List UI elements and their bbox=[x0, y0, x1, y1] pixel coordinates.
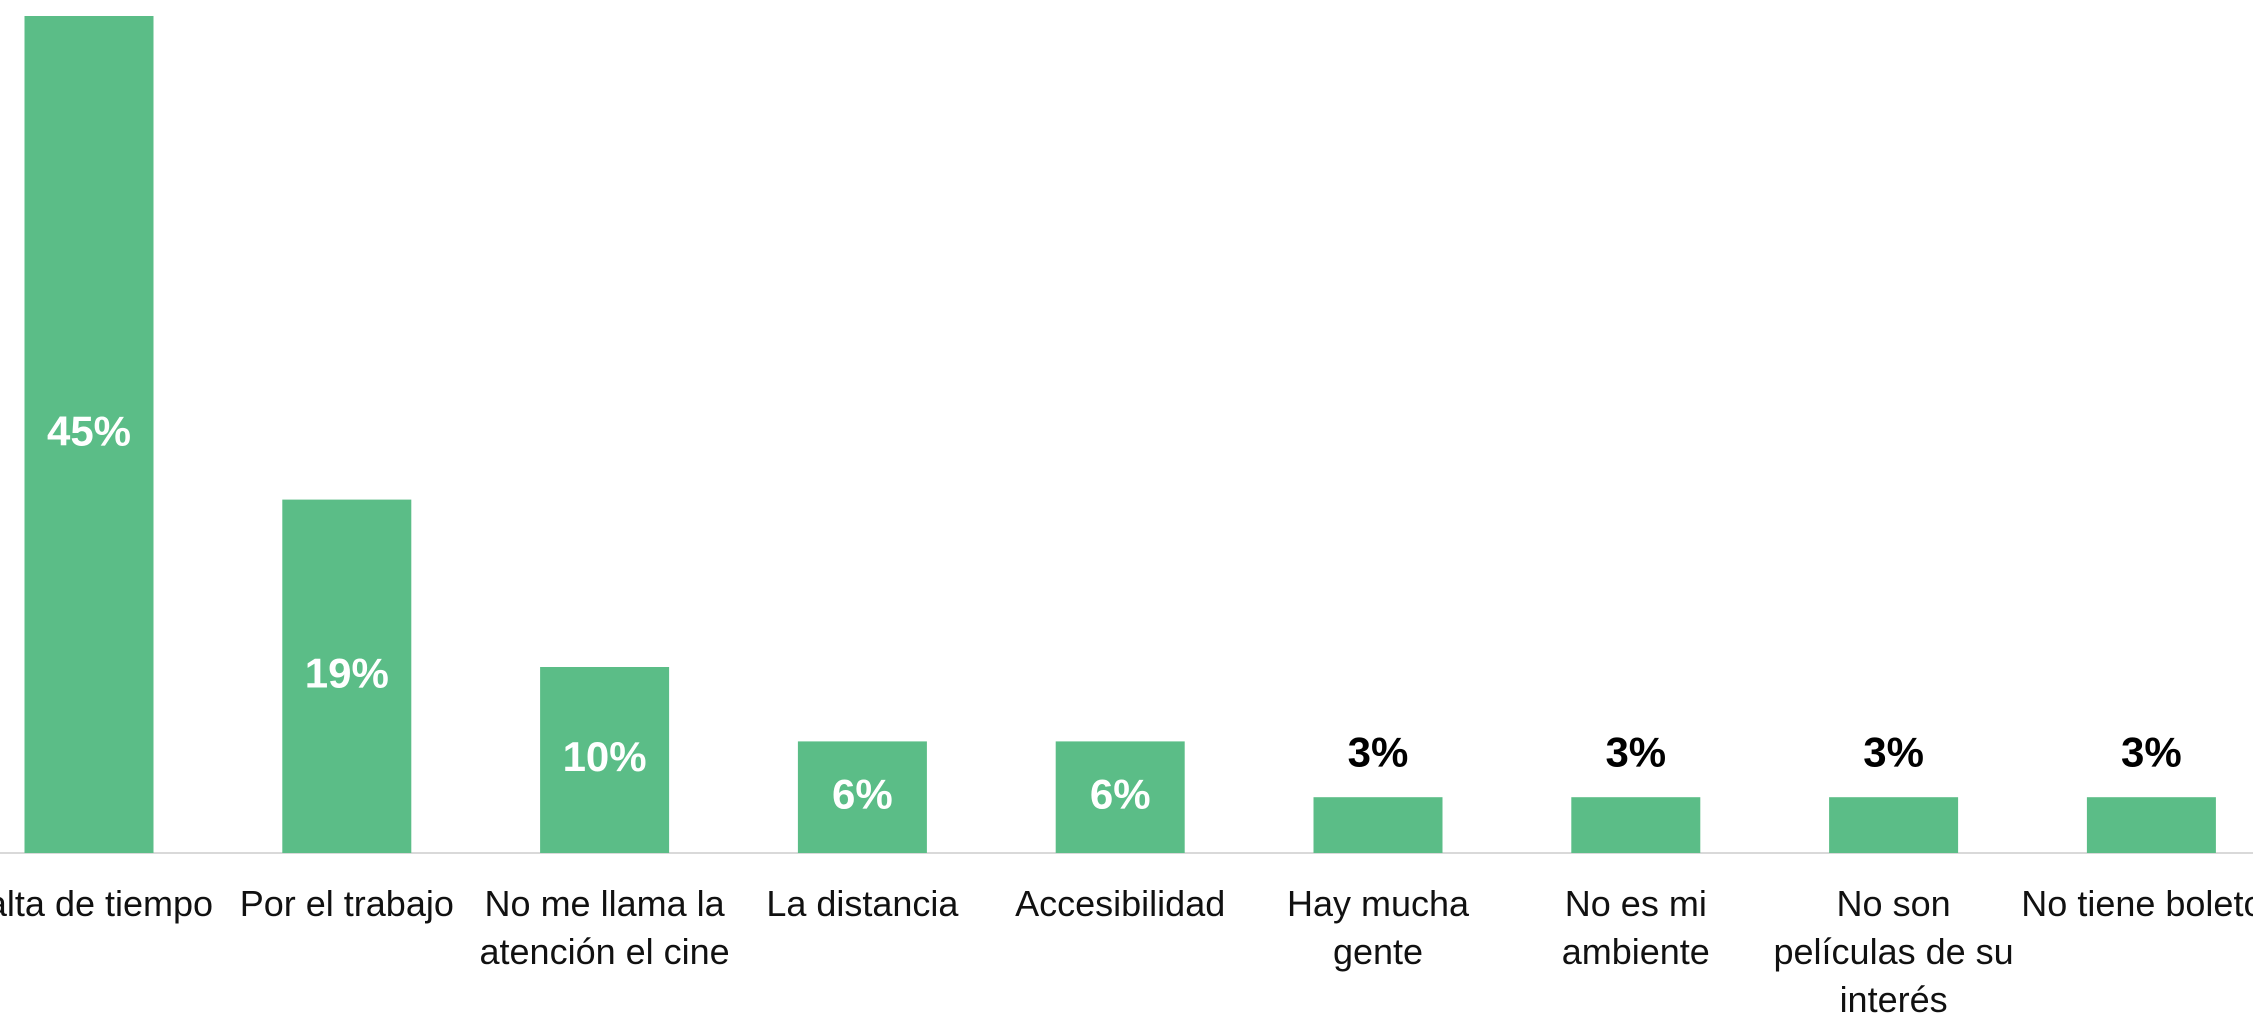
data-label: 3% bbox=[1348, 728, 1409, 775]
x-tick-label: Por el trabajo bbox=[239, 883, 454, 924]
x-tick-label: No es mi ambiente bbox=[1561, 883, 1710, 972]
x-tick-label: Falta de tiempo bbox=[0, 883, 214, 924]
data-label: 19% bbox=[305, 649, 389, 696]
data-label: 45% bbox=[47, 408, 131, 455]
bar bbox=[2086, 797, 2216, 853]
x-tick-label: Hay mucha gente bbox=[1286, 883, 1470, 972]
x-tick-label: No tiene boletos bbox=[2021, 883, 2253, 924]
data-label: 10% bbox=[563, 733, 647, 780]
x-tick-label: Accesibilidad bbox=[1015, 883, 1226, 924]
bar bbox=[1829, 797, 1959, 853]
bar bbox=[1313, 797, 1443, 853]
data-label: 3% bbox=[1863, 728, 1924, 775]
data-label: 3% bbox=[1605, 728, 1666, 775]
x-tick-label: No son películas de su interés bbox=[1773, 883, 2014, 1020]
data-label: 6% bbox=[1090, 770, 1151, 817]
bar bbox=[1571, 797, 1701, 853]
bar bbox=[797, 741, 927, 853]
bar bbox=[24, 16, 154, 853]
data-label: 3% bbox=[2121, 728, 2182, 775]
x-tick-label: No me llama la atención el cine bbox=[479, 883, 730, 972]
bar bbox=[1055, 741, 1185, 853]
x-tick-label: La distancia bbox=[766, 883, 959, 924]
bar bbox=[540, 667, 670, 853]
bar bbox=[282, 499, 412, 853]
data-label: 6% bbox=[832, 770, 893, 817]
